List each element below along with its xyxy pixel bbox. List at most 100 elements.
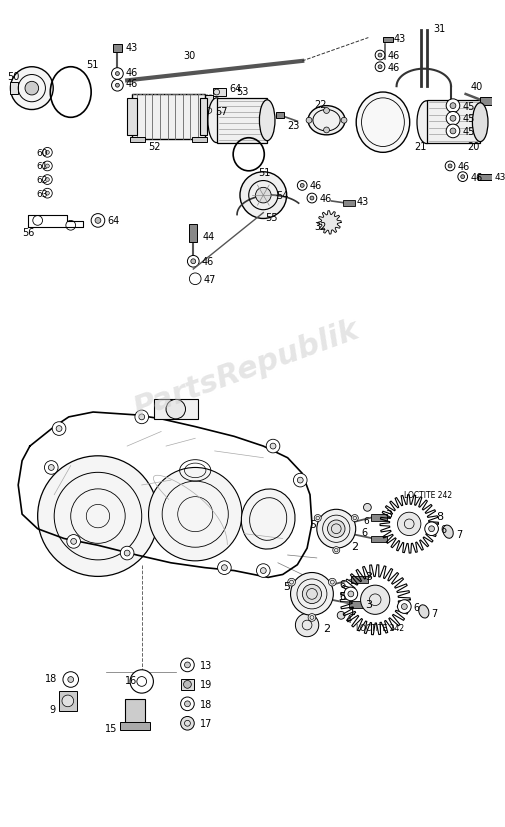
Text: 6: 6: [440, 524, 446, 534]
Ellipse shape: [208, 98, 225, 143]
Polygon shape: [380, 495, 438, 553]
Circle shape: [397, 600, 411, 614]
Circle shape: [257, 564, 270, 578]
Bar: [205, 96, 213, 113]
Circle shape: [71, 539, 77, 545]
Bar: [11, 84, 18, 95]
Polygon shape: [340, 565, 410, 635]
Text: 46: 46: [125, 79, 137, 89]
Text: 46: 46: [388, 63, 400, 73]
Circle shape: [135, 410, 148, 424]
Circle shape: [11, 68, 53, 110]
Circle shape: [308, 614, 316, 622]
Circle shape: [56, 426, 62, 432]
Bar: [125, 699, 144, 729]
Bar: [189, 225, 197, 242]
Text: 20: 20: [468, 142, 480, 152]
Bar: [120, 723, 149, 730]
Circle shape: [91, 214, 105, 228]
Circle shape: [307, 194, 317, 203]
Text: 43: 43: [125, 43, 137, 53]
Circle shape: [378, 65, 382, 69]
Text: 45: 45: [463, 102, 475, 112]
Bar: [130, 137, 144, 142]
Bar: [351, 576, 368, 584]
Circle shape: [397, 513, 421, 536]
Text: 50: 50: [8, 73, 20, 83]
Circle shape: [375, 51, 385, 61]
Ellipse shape: [241, 490, 295, 549]
Circle shape: [288, 579, 295, 586]
Circle shape: [67, 535, 80, 548]
Text: 53: 53: [236, 87, 248, 97]
Circle shape: [445, 162, 455, 171]
Circle shape: [42, 162, 52, 171]
Circle shape: [270, 443, 276, 449]
Circle shape: [401, 604, 407, 609]
Bar: [181, 679, 194, 691]
Circle shape: [302, 585, 322, 604]
Text: 13: 13: [200, 660, 212, 670]
Text: 31: 31: [433, 24, 446, 34]
Text: 46: 46: [458, 162, 470, 172]
Bar: [383, 37, 393, 43]
Circle shape: [42, 175, 52, 185]
Text: 40: 40: [471, 82, 483, 92]
Polygon shape: [318, 212, 341, 235]
Text: 23: 23: [288, 121, 300, 131]
Ellipse shape: [260, 101, 275, 141]
Polygon shape: [18, 413, 312, 578]
Circle shape: [310, 197, 314, 201]
Circle shape: [218, 562, 231, 575]
Circle shape: [290, 573, 333, 615]
Text: 43: 43: [495, 173, 505, 182]
Ellipse shape: [443, 525, 453, 538]
Text: 45: 45: [463, 114, 475, 124]
Circle shape: [317, 509, 356, 548]
Text: 46: 46: [310, 181, 322, 191]
Text: 47: 47: [204, 275, 216, 284]
Ellipse shape: [419, 605, 429, 619]
Circle shape: [184, 701, 190, 707]
Circle shape: [351, 515, 358, 522]
Bar: [192, 137, 207, 142]
Circle shape: [38, 457, 158, 576]
Circle shape: [95, 218, 101, 224]
Bar: [343, 201, 355, 207]
Circle shape: [166, 400, 185, 419]
Bar: [349, 601, 367, 608]
Text: 46: 46: [388, 51, 400, 61]
Text: 6: 6: [413, 602, 419, 612]
Circle shape: [261, 568, 266, 574]
Circle shape: [314, 515, 321, 522]
Bar: [217, 98, 267, 143]
Circle shape: [68, 676, 74, 682]
Circle shape: [222, 565, 227, 571]
Circle shape: [52, 423, 66, 436]
Text: 18: 18: [45, 672, 57, 683]
Text: 5: 5: [309, 519, 316, 529]
Text: 46: 46: [471, 173, 483, 183]
Text: 55: 55: [265, 213, 278, 223]
Circle shape: [184, 662, 190, 668]
Circle shape: [45, 151, 49, 155]
Text: 60: 60: [37, 149, 48, 158]
Text: 3: 3: [366, 571, 373, 581]
Text: 2: 2: [351, 542, 358, 552]
Circle shape: [450, 103, 456, 109]
Circle shape: [446, 125, 460, 139]
Circle shape: [341, 118, 347, 124]
Ellipse shape: [356, 93, 410, 153]
Text: PartsRepublik: PartsRepublik: [129, 314, 363, 423]
Text: 7: 7: [432, 609, 438, 619]
Circle shape: [297, 181, 307, 191]
Circle shape: [116, 73, 119, 76]
Bar: [59, 691, 77, 710]
Text: 62: 62: [37, 176, 48, 185]
Text: 43: 43: [393, 34, 406, 44]
Circle shape: [429, 526, 434, 532]
Text: 9: 9: [49, 704, 55, 714]
Text: 3: 3: [385, 509, 392, 519]
Circle shape: [348, 591, 354, 597]
Ellipse shape: [417, 102, 436, 145]
